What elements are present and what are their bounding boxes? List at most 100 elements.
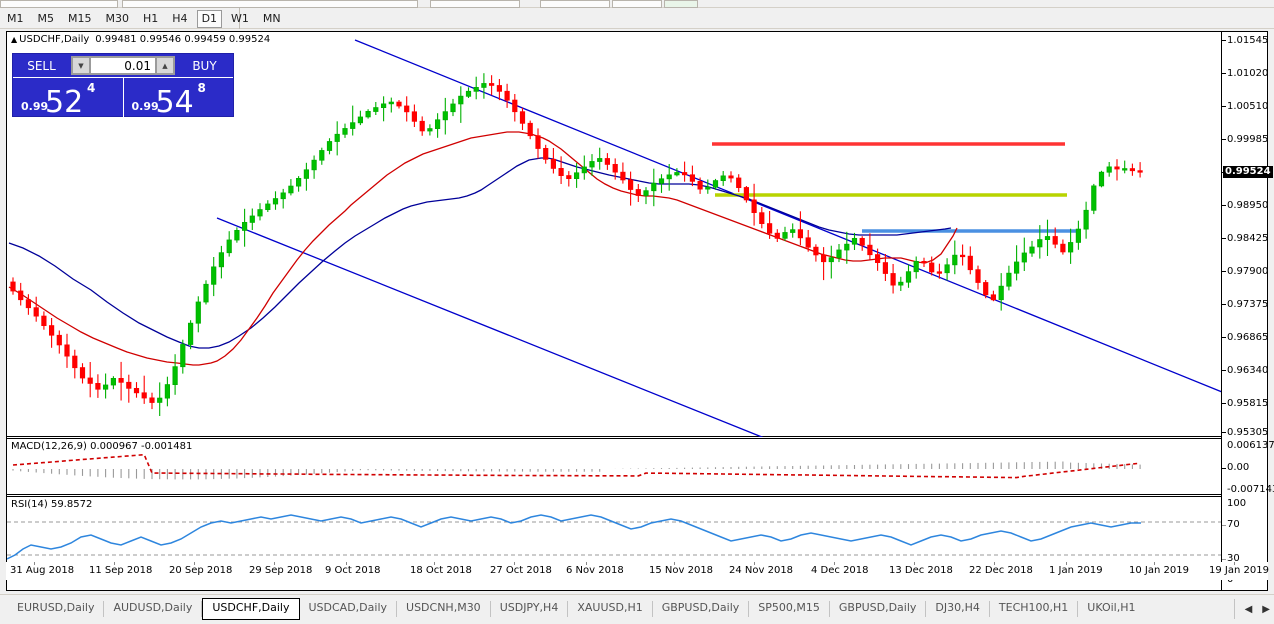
main-toolbar-sliver bbox=[0, 0, 1274, 8]
tab-separator bbox=[1077, 601, 1079, 617]
timeframe-m5[interactable]: M5 bbox=[37, 11, 55, 25]
macd-label: MACD(12,26,9) 0.000967 -0.001481 bbox=[11, 441, 196, 452]
timeframe-h1[interactable]: H1 bbox=[143, 11, 159, 25]
sell-price-pip: 4 bbox=[87, 81, 96, 95]
date-tick-11: 13 Dec 2018 bbox=[889, 565, 953, 576]
price-axis[interactable]: 1.01545 1.01020 1.00510 0.99985 0.99460 … bbox=[1221, 32, 1274, 590]
channel-lower-line bbox=[216, 217, 764, 437]
symbol-tab-gbpusd-daily[interactable]: GBPUSD,Daily bbox=[661, 601, 740, 614]
octp-controls-row: SELL ▼ 0.01 ▲ BUY bbox=[13, 54, 233, 77]
macd-tick-1: 0.00 bbox=[1227, 462, 1250, 473]
rsi-label: RSI(14) 59.8572 bbox=[11, 499, 96, 510]
macd-signal-line bbox=[12, 453, 1141, 479]
buy-price-block[interactable]: 0.99 54 8 bbox=[123, 77, 233, 120]
ma-slow-line bbox=[8, 157, 952, 349]
tab-separator bbox=[828, 601, 830, 617]
buy-price-pip: 8 bbox=[197, 81, 206, 95]
symbol-tab-gbpusd-daily-2[interactable]: GBPUSD,Daily bbox=[838, 601, 917, 614]
macd-pane[interactable]: MACD(12,26,9) 0.000967 -0.001481 bbox=[7, 438, 1222, 495]
price-tick-7: 0.97900 bbox=[1227, 266, 1269, 277]
timeframe-w1[interactable]: W1 bbox=[231, 11, 249, 25]
date-tick-0: 31 Aug 2018 bbox=[10, 565, 75, 576]
toolbar-group-6[interactable] bbox=[664, 0, 698, 8]
date-axis[interactable]: 31 Aug 2018 11 Sep 2018 20 Sep 2018 29 S… bbox=[6, 562, 1269, 580]
price-tick-12: 0.95305 bbox=[1227, 427, 1269, 438]
chart-title-bar: ▲ USDCHF,Daily 0.99481 0.99546 0.99459 0.9… bbox=[11, 34, 270, 46]
timeframe-mn[interactable]: MN bbox=[262, 11, 281, 25]
toolbar-group-1[interactable] bbox=[0, 0, 118, 8]
price-tick-11: 0.95815 bbox=[1227, 398, 1269, 409]
sell-button[interactable]: SELL bbox=[27, 58, 56, 73]
triangle-right-icon[interactable]: ▶ bbox=[1262, 603, 1270, 615]
rsi-line bbox=[7, 514, 1141, 560]
rsi-tick-2: 30 bbox=[1227, 553, 1240, 564]
chart-tab-bar: EURUSD,Daily AUDUSD,Daily USDCHF,Daily U… bbox=[0, 594, 1274, 624]
symbol-tab-usdcnh-m30[interactable]: USDCNH,M30 bbox=[406, 601, 481, 614]
timeframe-m30[interactable]: M30 bbox=[105, 11, 130, 25]
date-tick-10: 4 Dec 2018 bbox=[811, 565, 869, 576]
date-tick-13: 1 Jan 2019 bbox=[1049, 565, 1103, 576]
price-tick-8: 0.97375 bbox=[1227, 299, 1269, 310]
symbol-tab-strip: EURUSD,Daily AUDUSD,Daily USDCHF,Daily U… bbox=[8, 598, 1145, 620]
price-tick-10: 0.96340 bbox=[1227, 365, 1269, 376]
symbol-tab-xauusd-h1[interactable]: XAUUSD,H1 bbox=[577, 601, 643, 614]
triangle-up-icon[interactable]: ▲ bbox=[11, 35, 18, 44]
toolbar-group-2[interactable] bbox=[122, 0, 418, 8]
buy-price-prefix: 0.99 bbox=[131, 100, 159, 113]
symbol-tab-audusd-daily[interactable]: AUDUSD,Daily bbox=[113, 601, 193, 614]
buy-price-main: 54 bbox=[155, 85, 194, 120]
symbol-tab-ukoil-h1[interactable]: UKOil,H1 bbox=[1087, 601, 1136, 614]
date-tick-8: 15 Nov 2018 bbox=[649, 565, 714, 576]
symbol-tab-sp500-m15[interactable]: SP500,M15 bbox=[758, 601, 820, 614]
triangle-left-icon[interactable]: ◀ bbox=[1244, 603, 1253, 615]
toolbar-group-3[interactable] bbox=[430, 0, 520, 8]
symbol-tab-usdchf-daily[interactable]: USDCHF,Daily bbox=[202, 598, 300, 620]
chevron-up-icon[interactable]: ▲ bbox=[156, 57, 174, 74]
tab-separator bbox=[748, 601, 750, 617]
tab-separator bbox=[489, 601, 491, 617]
symbol-tab-usdcad-daily[interactable]: USDCAD,Daily bbox=[308, 601, 388, 614]
volume-input[interactable]: 0.01 bbox=[90, 57, 156, 74]
date-tick-9: 24 Nov 2018 bbox=[729, 565, 794, 576]
chevron-down-icon[interactable]: ▼ bbox=[72, 57, 90, 74]
symbol-tab-tech100-h1[interactable]: TECH100,H1 bbox=[998, 601, 1069, 614]
macd-canvas bbox=[12, 453, 1141, 480]
chart-symbol-label: USDCHF,Daily bbox=[19, 34, 90, 45]
timeframe-d1[interactable]: D1 bbox=[196, 9, 223, 28]
price-tick-0: 1.01545 bbox=[1227, 35, 1269, 46]
timeframe-m15[interactable]: M15 bbox=[68, 11, 92, 25]
timeframe-m1[interactable]: M1 bbox=[7, 11, 24, 25]
one-click-trading-panel[interactable]: SELL ▼ 0.01 ▲ BUY 0.99 52 4 0.99 54 8 bbox=[12, 53, 234, 120]
sell-price-block[interactable]: 0.99 52 4 bbox=[13, 77, 124, 120]
tab-separator bbox=[988, 601, 990, 617]
tab-separator bbox=[396, 601, 398, 617]
volume-stepper[interactable]: ▼ 0.01 ▲ bbox=[71, 56, 175, 75]
tab-separator bbox=[103, 601, 105, 617]
toolbar-group-4[interactable] bbox=[540, 0, 610, 8]
date-tick-2: 20 Sep 2018 bbox=[169, 565, 233, 576]
timeframe-group: M1 M5 M15 M30 H1 H4 D1 W1 MN bbox=[0, 8, 281, 29]
buy-button[interactable]: BUY bbox=[192, 58, 217, 73]
symbol-tab-eurusd-daily[interactable]: EURUSD,Daily bbox=[17, 601, 95, 614]
chart-window[interactable]: ▲ USDCHF,Daily 0.99481 0.99546 0.99459 0.9… bbox=[6, 31, 1274, 591]
sell-price-main: 52 bbox=[45, 85, 84, 120]
timeframe-toolbar: M1 M5 M15 M30 H1 H4 D1 W1 MN bbox=[0, 8, 1274, 29]
date-tick-14: 10 Jan 2019 bbox=[1129, 565, 1189, 576]
symbol-tab-dj30-h4[interactable]: DJ30,H4 bbox=[935, 601, 980, 614]
timeframe-h4[interactable]: H4 bbox=[172, 11, 188, 25]
ma-fast-line bbox=[8, 131, 958, 366]
date-tick-1: 11 Sep 2018 bbox=[89, 565, 153, 576]
price-tick-9: 0.96865 bbox=[1227, 332, 1269, 343]
tab-separator bbox=[201, 601, 203, 617]
rsi-pane[interactable]: RSI(14) 59.8572 bbox=[7, 496, 1222, 571]
price-tick-2: 1.00510 bbox=[1227, 101, 1269, 112]
price-tick-6: 0.98425 bbox=[1227, 233, 1269, 244]
rsi-canvas bbox=[7, 514, 1222, 560]
symbol-tab-usdjpy-h4[interactable]: USDJPY,H4 bbox=[499, 601, 559, 614]
macd-tick-2: -0.007143 bbox=[1227, 484, 1274, 495]
toolbar-group-5[interactable] bbox=[612, 0, 662, 8]
date-tick-15: 19 Jan 2019 bbox=[1209, 565, 1269, 576]
tab-separator bbox=[567, 601, 569, 617]
date-tick-5: 18 Oct 2018 bbox=[410, 565, 472, 576]
